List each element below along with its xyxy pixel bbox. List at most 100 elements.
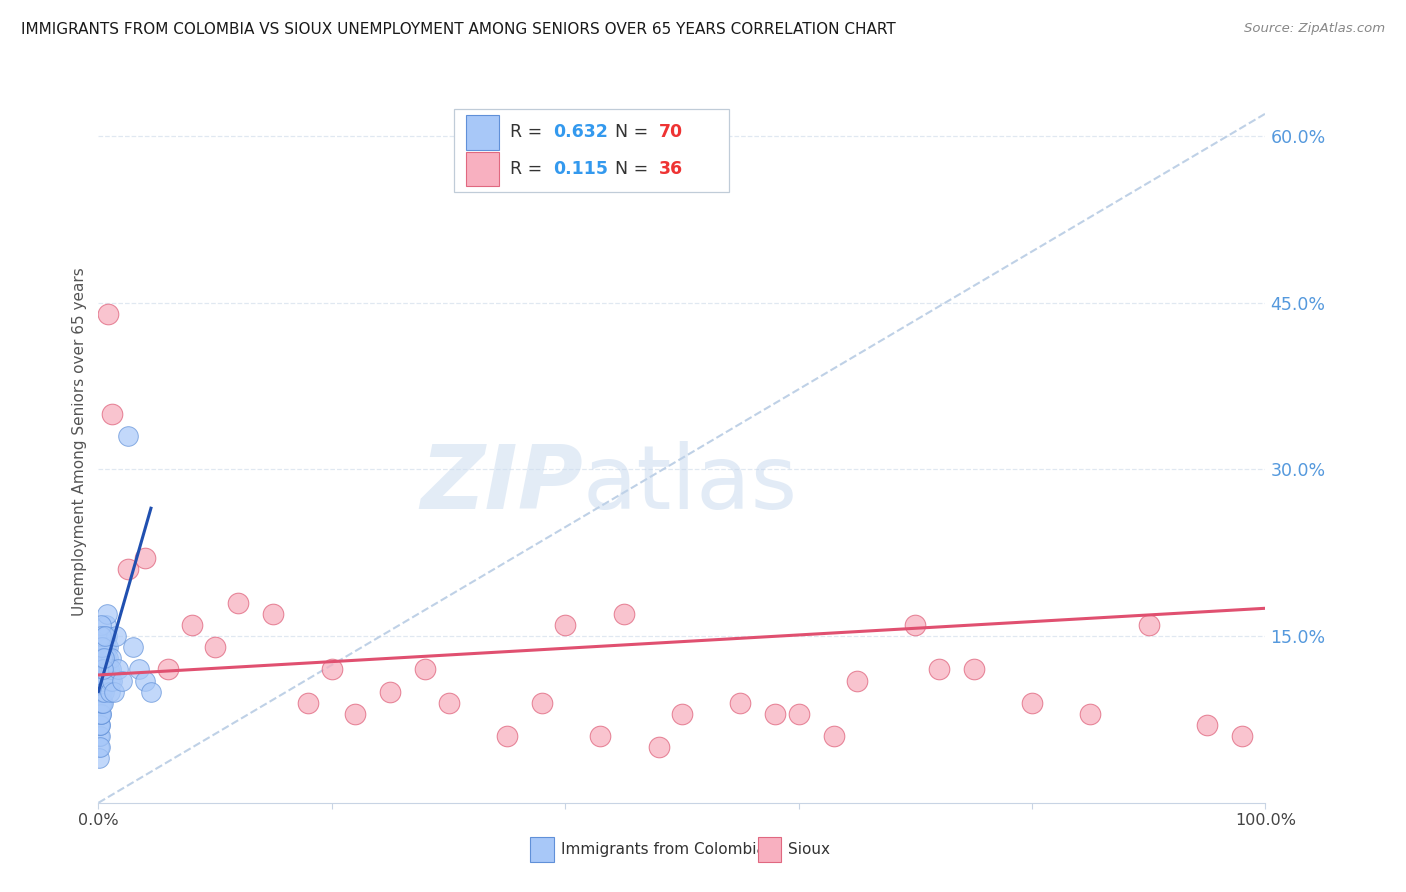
Point [321, 662, 343, 676]
Point [90, 673, 112, 688]
Point [180, 618, 202, 632]
Point [89, 706, 111, 721]
Point [1080, 706, 1102, 721]
Point [928, 662, 950, 676]
Point [90, 673, 112, 688]
FancyBboxPatch shape [465, 152, 499, 186]
Text: 0.632: 0.632 [554, 123, 609, 142]
Point [89, 718, 111, 732]
Point [89, 696, 111, 710]
Text: 36: 36 [658, 160, 683, 178]
Text: 70: 70 [658, 123, 683, 142]
Text: Source: ZipAtlas.com: Source: ZipAtlas.com [1244, 22, 1385, 36]
Point [100, 651, 122, 665]
Point [93, 651, 115, 665]
Point [96, 651, 118, 665]
Point [93, 651, 115, 665]
Text: IMMIGRANTS FROM COLOMBIA VS SIOUX UNEMPLOYMENT AMONG SENIORS OVER 65 YEARS CORRE: IMMIGRANTS FROM COLOMBIA VS SIOUX UNEMPL… [21, 22, 896, 37]
Point [204, 640, 226, 655]
Point [846, 673, 869, 688]
Point [763, 706, 786, 721]
Point [89, 618, 111, 632]
Text: 0.115: 0.115 [554, 160, 609, 178]
Point [93, 684, 115, 698]
Point [91, 684, 114, 698]
Point [91, 662, 114, 676]
Point [93, 673, 115, 688]
Point [413, 662, 436, 676]
Point [89, 706, 111, 721]
Text: N =: N = [616, 160, 654, 178]
Point [90, 662, 112, 676]
Point [91, 640, 114, 655]
Point [94, 629, 117, 643]
Text: ZIP: ZIP [420, 442, 582, 528]
Point [96, 662, 118, 676]
Text: Immigrants from Colombia: Immigrants from Colombia [561, 842, 765, 857]
Text: R =: R = [510, 123, 548, 142]
Point [90, 696, 112, 710]
Point [96, 629, 118, 643]
Point [1137, 618, 1160, 632]
Point [139, 684, 162, 698]
Point [91, 696, 114, 710]
Point [90, 662, 112, 676]
Text: Sioux: Sioux [789, 842, 830, 857]
Point [89, 729, 111, 743]
FancyBboxPatch shape [465, 115, 499, 150]
Point [496, 729, 519, 743]
Point [101, 407, 124, 421]
Text: N =: N = [616, 123, 654, 142]
Point [671, 706, 693, 721]
Point [89, 718, 111, 732]
Point [90, 706, 112, 721]
Point [90, 629, 112, 643]
Point [101, 673, 124, 688]
FancyBboxPatch shape [530, 837, 554, 863]
Point [89, 684, 111, 698]
Point [93, 662, 115, 676]
Point [122, 640, 145, 655]
Point [128, 662, 150, 676]
Point [134, 673, 156, 688]
Point [134, 551, 156, 566]
Point [437, 696, 460, 710]
Point [157, 662, 180, 676]
Point [100, 662, 122, 676]
Point [97, 307, 120, 321]
Point [262, 607, 284, 621]
Text: R =: R = [510, 160, 554, 178]
Point [962, 662, 984, 676]
Point [823, 729, 845, 743]
Point [91, 640, 114, 655]
Text: atlas: atlas [582, 442, 797, 528]
Point [91, 651, 114, 665]
Point [90, 684, 112, 698]
Point [94, 651, 117, 665]
Point [87, 740, 110, 755]
Point [89, 751, 111, 765]
Point [104, 629, 127, 643]
Point [89, 740, 111, 755]
Point [1197, 718, 1219, 732]
Point [90, 706, 112, 721]
Point [98, 684, 121, 698]
Point [97, 640, 120, 655]
Point [90, 684, 112, 698]
Point [904, 618, 927, 632]
Y-axis label: Unemployment Among Seniors over 65 years: Unemployment Among Seniors over 65 years [72, 268, 87, 615]
Point [344, 706, 367, 721]
Point [90, 651, 112, 665]
Point [297, 696, 319, 710]
Point [730, 696, 752, 710]
Point [94, 662, 117, 676]
Point [97, 651, 120, 665]
Point [228, 596, 250, 610]
Point [93, 629, 115, 643]
Point [111, 673, 134, 688]
Point [94, 640, 117, 655]
Point [612, 607, 634, 621]
Point [380, 684, 402, 698]
Point [530, 696, 553, 710]
Point [91, 662, 114, 676]
